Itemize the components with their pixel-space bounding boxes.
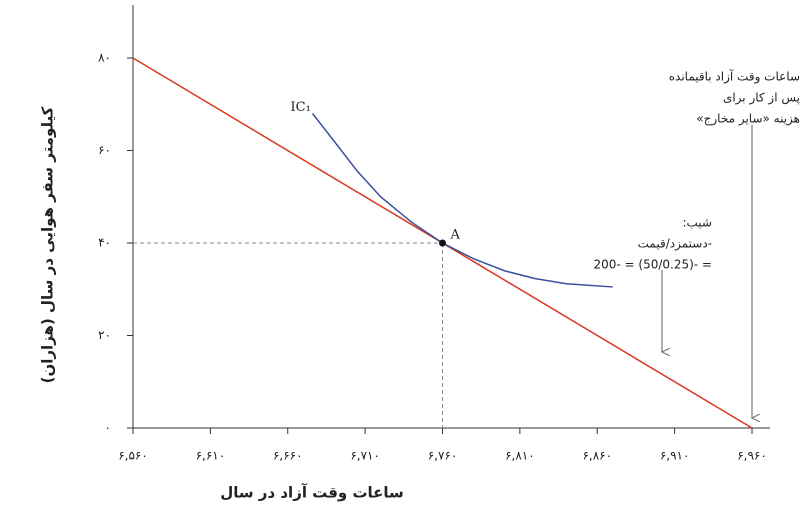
x-tick-label: ۶,۶۶۰ <box>273 449 303 463</box>
x-tick-label: ۶,۵۶۰ <box>118 449 148 463</box>
annotation: پس از کار برای <box>723 91 800 106</box>
x-axis-title: ساعات وقت آزاد در سال <box>220 484 404 502</box>
y-tick-label: ۲۰ <box>98 328 111 342</box>
point <box>439 239 446 247</box>
y-tick-label: ۶۰ <box>98 143 111 157</box>
series-line <box>311 113 613 288</box>
x-tick-label: ۶,۹۱۰ <box>660 449 690 463</box>
y-axis-title: کیلومتر سفر هوایی در سال (هزاران) <box>39 106 57 383</box>
annotation: هزینه «سایر مخارج» <box>696 112 800 127</box>
annotation: -دستمزد/قیمت <box>638 237 712 252</box>
x-tick-label: ۶,۶۱۰ <box>196 449 226 463</box>
y-tick-label: ۰ <box>105 421 111 435</box>
annotation: شیب: <box>682 216 712 230</box>
x-tick-label: ۶,۸۶۰ <box>582 449 612 463</box>
x-tick-label: ۶,۷۱۰ <box>350 449 380 463</box>
point-label: A <box>450 228 461 243</box>
x-tick-label: ۶,۸۱۰ <box>505 449 535 463</box>
x-tick-label: ۶,۷۶۰ <box>428 449 458 463</box>
annotation: = -(50/0.25) = -200 <box>593 258 712 272</box>
x-tick-label: ۶,۹۶۰ <box>737 449 767 463</box>
annotation: ساعات وقت آزاد باقیمانده <box>669 69 800 85</box>
y-tick-label: ۸۰ <box>98 51 111 65</box>
series-label: IC₁ <box>291 100 311 115</box>
y-tick-label: ۴۰ <box>98 236 111 250</box>
